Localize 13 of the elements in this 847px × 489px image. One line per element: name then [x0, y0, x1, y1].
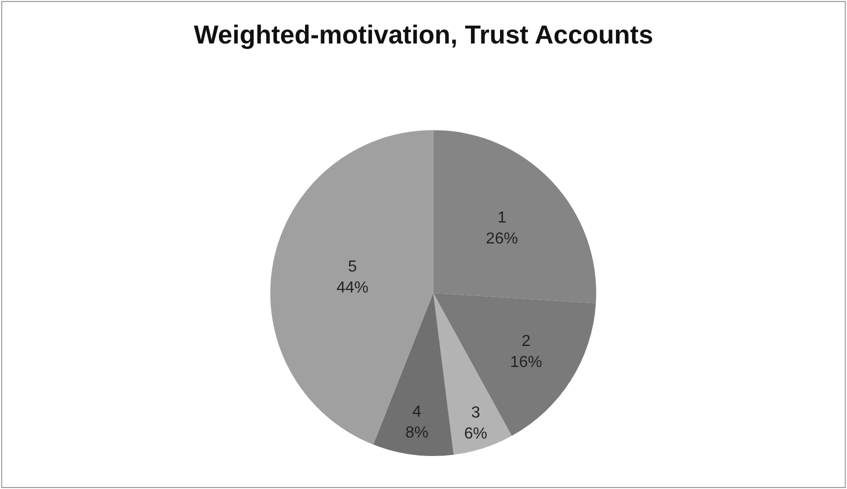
slice-label: 1: [497, 210, 506, 227]
slice-label: 5: [348, 258, 358, 276]
slice-label: 4: [412, 404, 422, 421]
data-label: 6%: [464, 425, 488, 442]
data-label: 8%: [405, 424, 428, 442]
data-label: 26%: [486, 230, 518, 248]
data-label: 16%: [510, 354, 542, 371]
pie-slice: [433, 293, 512, 455]
slice-label: 3: [471, 404, 480, 422]
pie-slice: [270, 130, 434, 445]
data-label: 44%: [336, 280, 369, 297]
chart-title: Weighted-motivation, Trust Accounts: [194, 19, 654, 50]
slice-label: 2: [522, 333, 531, 350]
